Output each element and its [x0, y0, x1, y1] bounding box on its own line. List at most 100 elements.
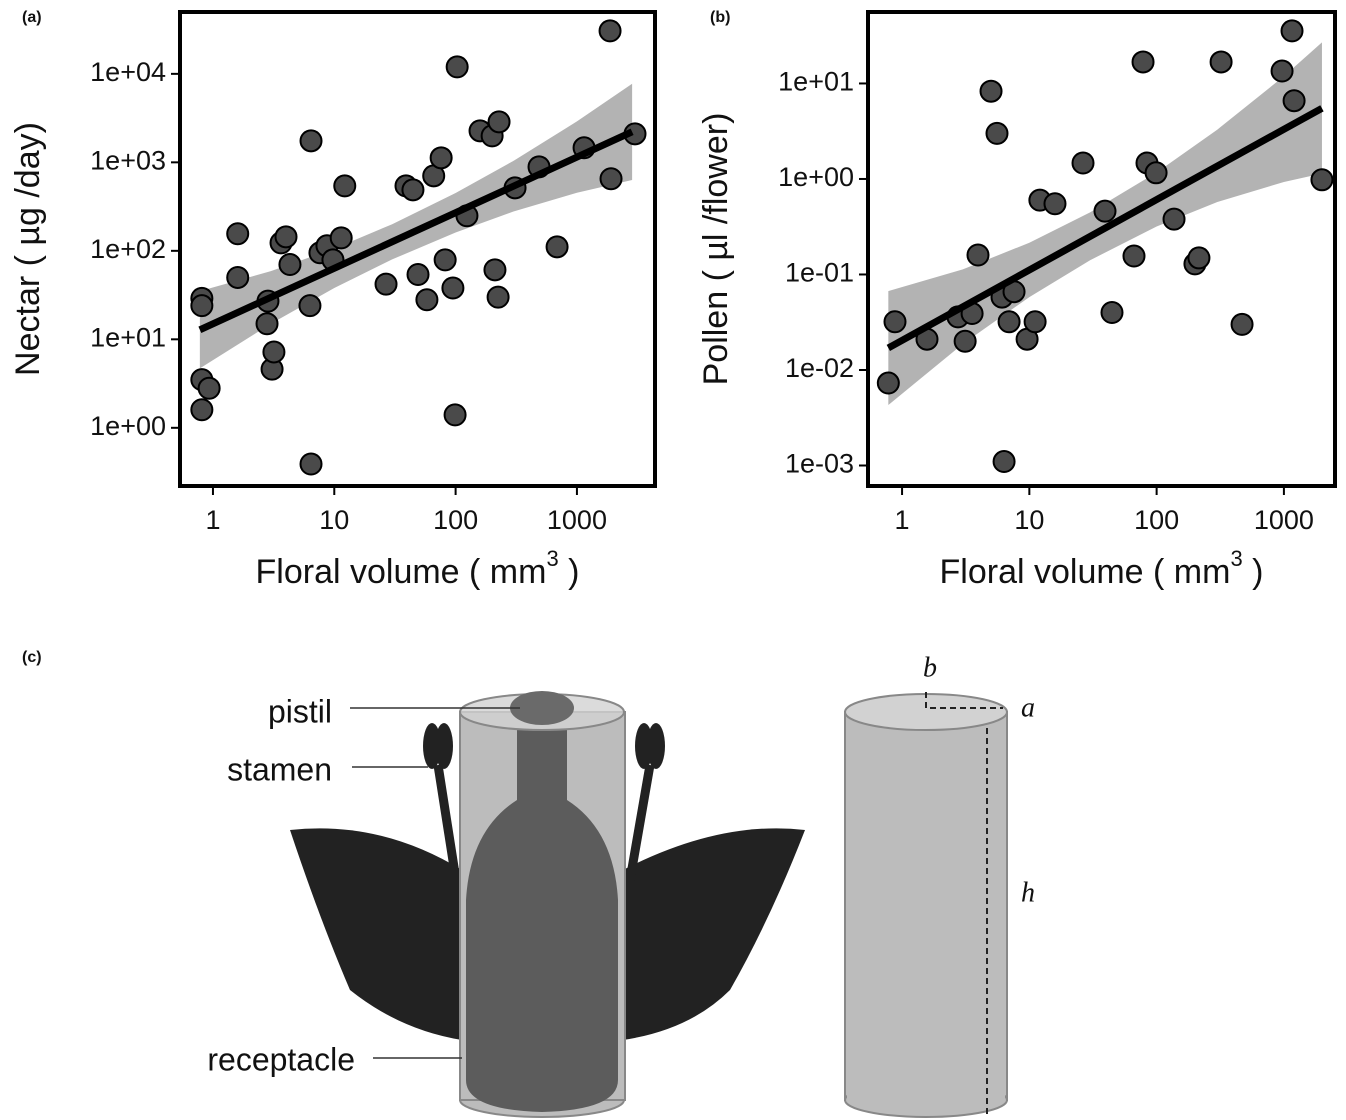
data-point [191, 399, 212, 420]
data-point [447, 56, 468, 77]
data-point [276, 226, 297, 247]
data-point [442, 278, 463, 299]
data-point [431, 147, 452, 168]
data-point [884, 311, 905, 332]
x-tick-label: 10 [1014, 505, 1044, 535]
data-point [227, 223, 248, 244]
anther [435, 723, 453, 769]
data-point [1073, 152, 1094, 173]
plot-frame [180, 12, 655, 486]
dimension-label: b [923, 652, 937, 683]
data-point [227, 267, 248, 288]
data-point [1101, 302, 1122, 323]
data-point [601, 168, 622, 189]
panel-label: (b) [710, 9, 730, 26]
data-point [999, 311, 1020, 332]
x-axis-label-end: ) [559, 553, 580, 591]
data-point [1146, 162, 1167, 183]
x-tick-label: 1 [205, 505, 220, 535]
data-point [408, 264, 429, 285]
data-point [1311, 169, 1332, 190]
anther [647, 723, 665, 769]
data-point [331, 227, 352, 248]
part-label: stamen [227, 751, 332, 787]
x-axis-label-text: Floral volume ( mm [256, 553, 547, 591]
panel-label: (c) [22, 649, 42, 666]
scatter-panel: (a) 1 10 100 1000 1e+00 1e+01 1e+02 1e+03 1e+04 Fl… [9, 9, 655, 591]
confidence-band [888, 42, 1322, 405]
cylinder-top [845, 694, 1007, 730]
data-point [600, 20, 621, 41]
cylinder-body [845, 712, 1007, 1100]
petal [290, 828, 462, 1040]
data-point [488, 287, 509, 308]
x-tick-label: 100 [433, 505, 478, 535]
data-point [986, 123, 1007, 144]
figure: (c) pistil stamen receptacle b a h (a) 1 1… [0, 0, 1346, 1120]
data-point [199, 378, 220, 399]
data-point [489, 111, 510, 132]
data-point [445, 404, 466, 425]
y-tick-label: 1e-02 [785, 353, 854, 383]
y-tick-label: 1e+03 [90, 145, 166, 175]
data-point [547, 236, 568, 257]
y-tick-label: 1e+04 [90, 57, 166, 87]
data-point [967, 244, 988, 265]
x-axis-label-sup: 3 [546, 546, 558, 571]
data-point [981, 81, 1002, 102]
x-tick-label: 100 [1134, 505, 1179, 535]
data-point [1025, 311, 1046, 332]
part-label: receptacle [207, 1041, 355, 1077]
y-tick-label: 1e+01 [90, 322, 166, 352]
data-point [1272, 61, 1293, 82]
data-point [484, 259, 505, 280]
y-tick-label: 1e-01 [785, 258, 854, 288]
data-point [994, 451, 1015, 472]
petal [623, 828, 805, 1040]
x-tick-label: 1000 [547, 505, 607, 535]
data-point [1232, 314, 1253, 335]
data-point [1211, 51, 1232, 72]
data-point [301, 130, 322, 151]
x-axis-label: Floral volume ( mm3 ) [256, 546, 580, 591]
data-point [1284, 90, 1305, 111]
data-point [1123, 246, 1144, 267]
data-point [878, 373, 899, 394]
data-point [299, 295, 320, 316]
data-point [376, 274, 397, 295]
x-axis-label-text: Floral volume ( mm [940, 553, 1231, 591]
y-tick-label: 1e-03 [785, 449, 854, 479]
data-point [435, 249, 456, 270]
dimension-label: a [1021, 692, 1035, 723]
y-tick-label: 1e+02 [90, 234, 166, 264]
x-tick-label: 1000 [1254, 505, 1314, 535]
x-tick-label: 10 [319, 505, 349, 535]
data-point [1164, 209, 1185, 230]
x-axis-label-end: ) [1243, 553, 1264, 591]
data-point [1094, 201, 1115, 222]
data-point [191, 295, 212, 316]
y-tick-label: 1e+00 [778, 162, 854, 192]
y-axis-label: Pollen ( µl /flower) [697, 113, 735, 386]
data-point [402, 179, 423, 200]
data-point [1188, 247, 1209, 268]
data-point [1044, 193, 1065, 214]
data-point [955, 331, 976, 352]
data-point [1133, 51, 1154, 72]
x-tick-label: 1 [895, 505, 910, 535]
cylinder-fill [847, 1080, 1005, 1100]
y-tick-label: 1e+01 [778, 67, 854, 97]
data-point [334, 175, 355, 196]
y-tick-label: 1e+00 [90, 411, 166, 441]
data-point [301, 453, 322, 474]
data-point [257, 313, 278, 334]
x-axis-label-sup: 3 [1230, 546, 1242, 571]
dimension-label: h [1021, 877, 1035, 908]
panel-label: (a) [22, 9, 42, 26]
x-axis-label: Floral volume ( mm3 ) [940, 546, 1264, 591]
data-point [279, 254, 300, 275]
flower-diagram: (c) pistil stamen receptacle b a h [22, 649, 1035, 1117]
part-label: pistil [268, 693, 332, 729]
scatter-panel: (b) 1 10 100 1000 1e-03 1e-02 1e-01 1e+00 1e+01 Fl… [697, 9, 1335, 591]
data-point [416, 289, 437, 310]
